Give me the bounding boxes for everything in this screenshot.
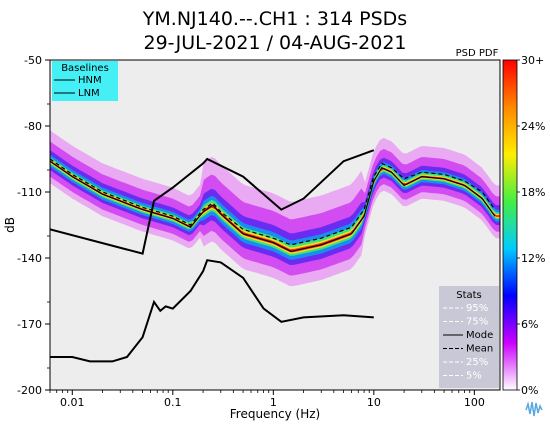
stats-legend-label: 25%	[466, 357, 488, 368]
chart-title-line-1: YM.NJ140.--.CH1 : 314 PSDs	[142, 8, 407, 30]
colorbar-tick-label: 30+	[521, 54, 544, 67]
baselines-legend: Baselines HNM LNM	[52, 61, 118, 101]
y-axis: -50 -80 -110 -140 -170 -200	[17, 54, 50, 397]
stats-legend-label: 95%	[466, 303, 488, 314]
stats-legend-label: Mode	[466, 330, 493, 341]
stats-legend-label: 5%	[466, 371, 482, 382]
stats-legend-title: Stats	[456, 290, 482, 301]
plot-frame	[49, 59, 501, 391]
x-tick-label: 0.01	[60, 396, 85, 409]
x-tick-label: 0.1	[164, 396, 182, 409]
x-tick-label: 10	[367, 396, 381, 409]
colorbar	[502, 59, 518, 391]
baselines-legend-title: Baselines	[61, 63, 109, 74]
y-tick-label: -50	[24, 54, 42, 67]
colorbar-tick-label: 24%	[521, 120, 545, 133]
y-tick-label: -200	[17, 384, 42, 397]
series-line-mean	[50, 158, 496, 246]
colorbar-title: PSD PDF	[456, 48, 499, 59]
y-tick-label: -140	[17, 252, 42, 265]
series-layer	[50, 149, 496, 363]
y-tick-label: -170	[17, 318, 42, 331]
x-tick-label: 1	[270, 396, 277, 409]
colorbar-tick-label: 0%	[521, 384, 538, 397]
stats-legend: Stats 95% 75% Mode Mean 25% 5%	[439, 286, 499, 388]
series-line-mode	[50, 160, 496, 253]
colorbar-tick-label: 18%	[521, 186, 545, 199]
stats-legend-box	[439, 286, 499, 388]
legend-hnm-label: HNM	[78, 75, 102, 86]
x-axis: 0.01 0.1 1 10 100	[49, 390, 485, 409]
y-axis-label: dB	[3, 217, 17, 233]
y-tick-label: -80	[24, 120, 42, 133]
stats-legend-label: Mean	[466, 344, 493, 355]
colorbar-labels: 30+ 24% 18% 12% 6% 0%	[517, 54, 545, 397]
x-axis-label: Frequency (Hz)	[230, 407, 321, 421]
iris-logo	[523, 398, 545, 420]
chart-title-line-2: 29-JUL-2021 / 04-AUG-2021	[144, 32, 407, 54]
pdf-density-layer	[50, 150, 500, 265]
legend-lnm-label: LNM	[78, 88, 100, 99]
series-line-lnm	[50, 259, 374, 363]
y-tick-label: -110	[17, 186, 42, 199]
x-tick-label: 100	[464, 396, 485, 409]
colorbar-tick-label: 6%	[521, 318, 538, 331]
colorbar-tick-label: 12%	[521, 252, 545, 265]
series-line-hnm	[50, 149, 375, 255]
baselines-legend-box	[52, 61, 118, 101]
stats-legend-label: 75%	[466, 317, 488, 328]
